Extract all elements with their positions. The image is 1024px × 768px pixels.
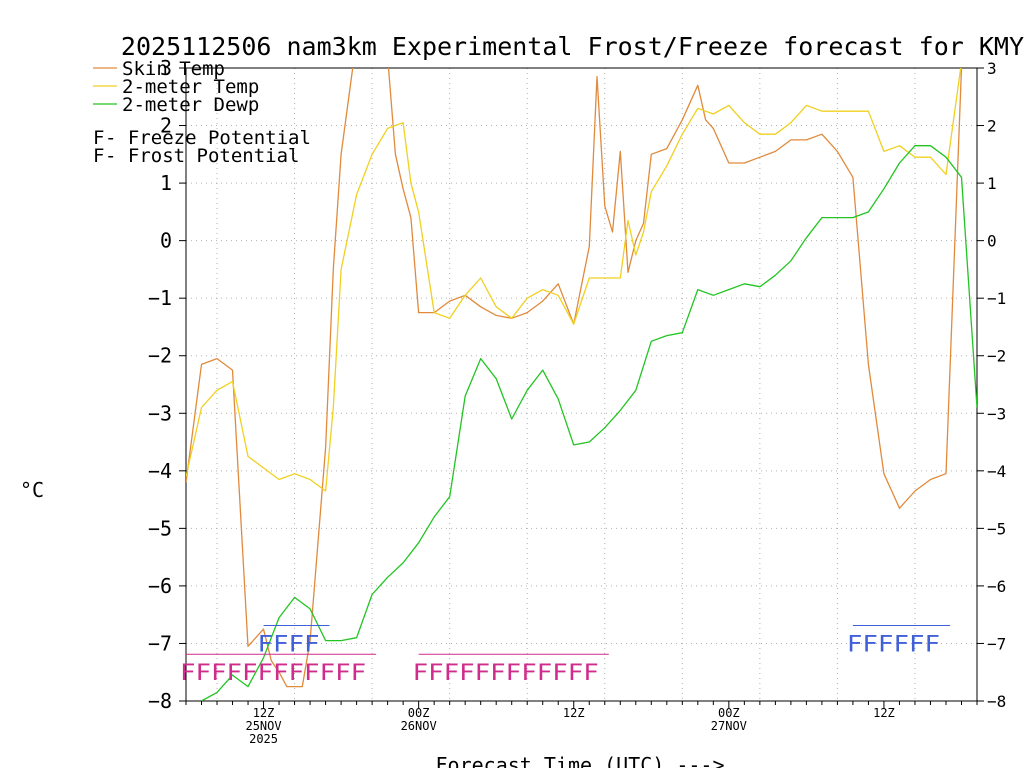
series-line-2-meter-dewp: [201, 145, 977, 701]
x-tick-label: 12Z: [873, 706, 895, 720]
flag-row-freeze-potential: FFFFFFFFFFFF: [180, 661, 366, 686]
y-tick-label: −1: [148, 286, 172, 310]
plot-frame: [185, 67, 978, 702]
y-tick-label: −6: [148, 574, 172, 598]
y-tick-label-right: −7: [987, 634, 1006, 653]
y-tick-label: −7: [148, 631, 172, 655]
legend-label: 2-meter Temp: [122, 76, 259, 98]
y-tick-label-right: 2: [987, 117, 997, 136]
y-tick-label-right: −4: [987, 462, 1006, 481]
x-axis-label: Forecast Time (UTC) --->: [436, 753, 725, 768]
flag-row-frost-potential: FFFFFF: [847, 632, 940, 657]
y-tick-label: 3: [160, 56, 172, 80]
x-tick-label: 00Z: [718, 706, 740, 720]
y-tick-label-right: −1: [987, 289, 1006, 308]
y-tick-label: −4: [148, 459, 172, 483]
legend-flag-label: - Frost Potential: [105, 145, 299, 167]
y-tick-label: −5: [148, 516, 172, 540]
series-line-2-meter-temp: [186, 68, 962, 492]
y-tick-label: −8: [148, 689, 172, 713]
y-tick-label-right: 3: [987, 59, 997, 78]
y-tick-label: −2: [148, 344, 172, 368]
legend-flag-letter: F: [93, 127, 104, 149]
y-tick-label: −3: [148, 401, 172, 425]
flag-row-frost-potential: FFFF: [258, 632, 320, 657]
y-tick-label: 1: [160, 171, 172, 195]
legend-label: 2-meter Dewp: [122, 94, 259, 116]
x-tick-label: 00Z: [408, 706, 430, 720]
series-lines: [186, 68, 977, 701]
x-tick-label: 27NOV: [711, 719, 747, 733]
y-tick-label-right: −5: [987, 519, 1006, 538]
legend-flag-label: - Freeze Potential: [105, 127, 311, 149]
x-tick-label: 2025: [249, 732, 278, 746]
y-tick-label-right: 0: [987, 232, 997, 251]
y-tick-label-right: 1: [987, 174, 997, 193]
left-y-axis: −8 −7 −6 −5 −4 −3 −2 −1 0 1 2 3: [148, 56, 186, 713]
flag-row-freeze-potential: FFFFFFFFFFFF: [413, 661, 599, 686]
x-tick-label: 26NOV: [401, 719, 437, 733]
y-tick-label-right: −3: [987, 404, 1006, 423]
legend-label: Skin Temp: [122, 58, 225, 80]
legend-flag-letter: F: [93, 145, 104, 167]
right-y-axis: −8 −7 −6 −5 −4 −3 −2 −1 0 1 2 3: [977, 59, 1006, 711]
gridlines: [186, 68, 977, 701]
y-tick-label-right: −8: [987, 692, 1006, 711]
y-tick-label: 2: [160, 114, 172, 138]
chart-title: 2025112506 nam3km Experimental Frost/Fre…: [121, 32, 1024, 61]
x-tick-label: 12Z: [253, 706, 275, 720]
y-tick-label: 0: [160, 229, 172, 253]
y-tick-label-right: −2: [987, 347, 1006, 366]
y-tick-label-right: −6: [987, 577, 1006, 596]
x-tick-label: 12Z: [563, 706, 585, 720]
x-tick-label: 25NOV: [245, 719, 281, 733]
y-axis-label: °C: [20, 478, 44, 502]
